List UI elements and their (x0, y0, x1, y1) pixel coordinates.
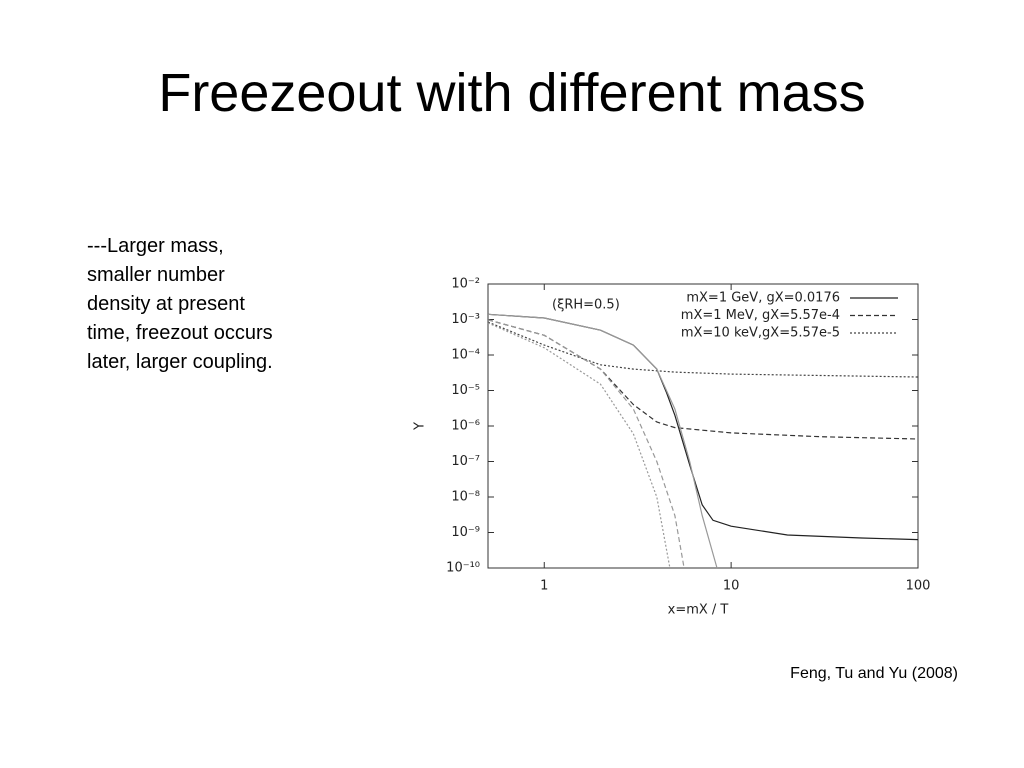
slide-title: Freezeout with different mass (158, 63, 866, 123)
x-tick-label: 10 (723, 579, 740, 594)
y-tick-label: 10⁻³ (451, 312, 480, 327)
x-tick-label: 100 (906, 579, 931, 594)
y-tick-label: 10⁻² (451, 277, 480, 292)
y-tick-label: 10⁻⁴ (451, 348, 480, 363)
series-line (487, 319, 685, 569)
text-line: ---Larger mass, (87, 235, 224, 257)
text-line: later, larger coupling. (87, 351, 273, 373)
x-tick-label: 1 (540, 579, 548, 594)
y-tick-label: 10⁻⁹ (451, 525, 480, 540)
text-line: smaller number (87, 264, 225, 286)
citation: Feng, Tu and Yu (2008) (790, 665, 958, 682)
y-tick-label: 10⁻⁶ (451, 419, 480, 434)
y-axis-label: Y (413, 422, 428, 431)
text-line: time, freezout occurs (87, 322, 273, 344)
series-line (487, 322, 671, 569)
y-tick-label: 10⁻⁵ (451, 383, 480, 398)
y-tick-label: 10⁻⁸ (451, 490, 480, 505)
series-line (487, 313, 718, 569)
x-axis-label: x=mX / T (668, 603, 729, 618)
legend-label: mX=10 keV,gX=5.57e-5 (681, 326, 840, 341)
text-line: density at present (87, 293, 245, 315)
legend-label: mX=1 MeV, gX=5.57e-4 (681, 308, 840, 323)
series-line (487, 321, 919, 378)
y-tick-label: 10⁻¹⁰ (446, 561, 480, 576)
bullet-text: ---Larger mass, smaller number density at … (87, 232, 273, 377)
y-tick-label: 10⁻⁷ (451, 454, 480, 469)
annotation: (ξRH=0.5) (552, 298, 620, 313)
legend-label: mX=1 GeV, gX=0.0176 (686, 291, 840, 306)
